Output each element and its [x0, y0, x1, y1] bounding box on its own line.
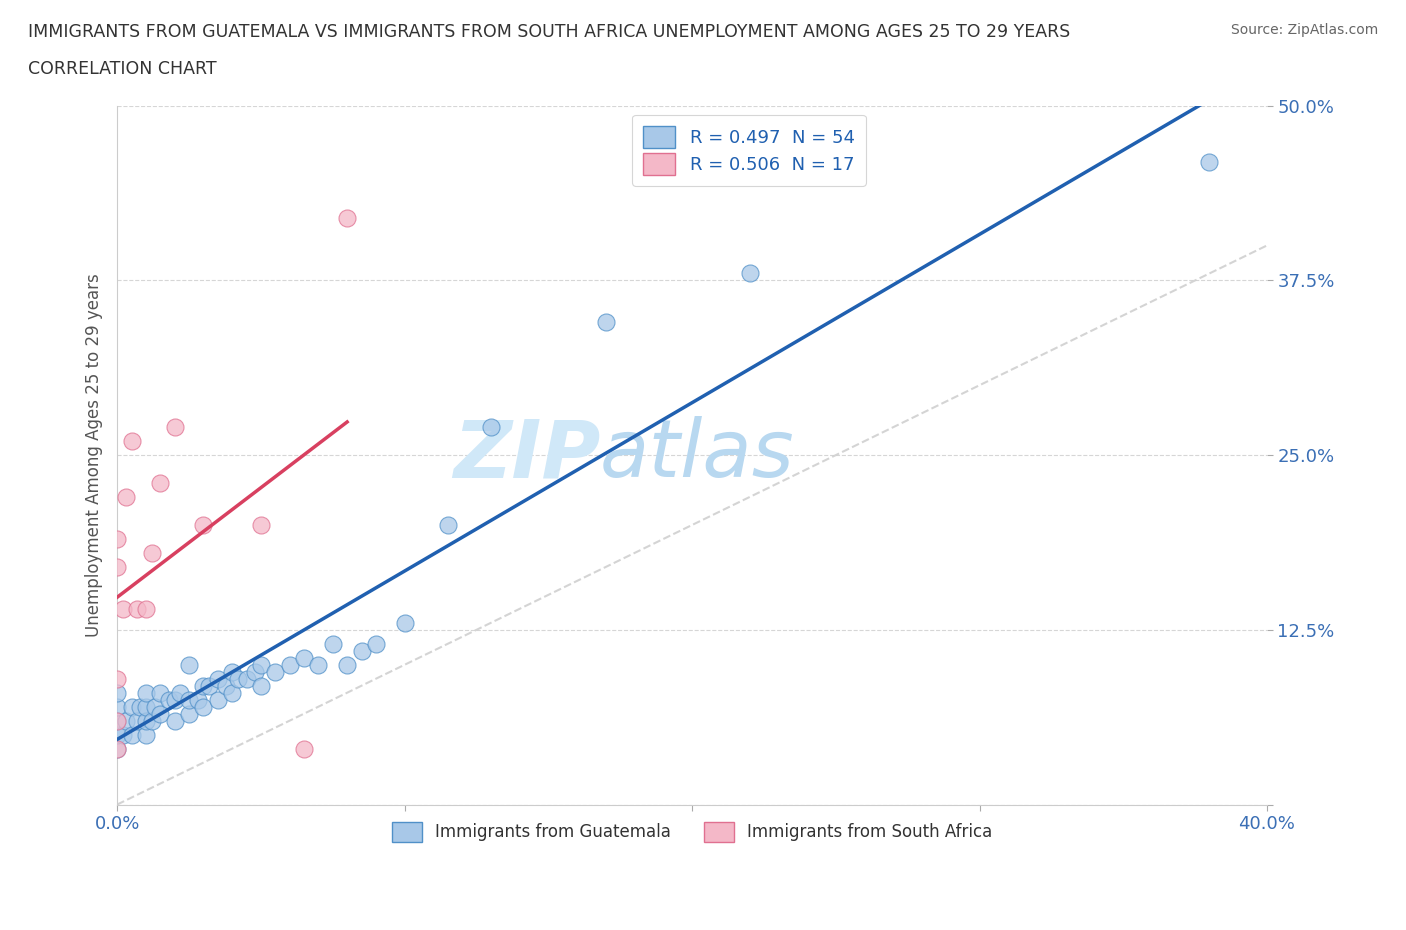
Point [264, 664, 287, 679]
Point [149, 475, 172, 490]
Point [243, 664, 266, 679]
Point [322, 636, 344, 651]
Point [595, 315, 617, 330]
Point [105, 532, 128, 547]
Point [292, 741, 315, 756]
Point [149, 706, 172, 721]
Point [350, 644, 373, 658]
Point [436, 518, 458, 533]
Point [187, 692, 209, 707]
Point [177, 692, 200, 707]
Point [135, 685, 157, 700]
Point [111, 602, 134, 617]
Point [105, 560, 128, 575]
Point [250, 658, 273, 672]
Point [135, 713, 157, 728]
Point [193, 518, 215, 533]
Point [105, 713, 128, 728]
Point [292, 650, 315, 665]
Point [193, 678, 215, 693]
Text: IMMIGRANTS FROM GUATEMALA VS IMMIGRANTS FROM SOUTH AFRICA UNEMPLOYMENT AMONG AGE: IMMIGRANTS FROM GUATEMALA VS IMMIGRANTS … [28, 23, 1070, 41]
Text: CORRELATION CHART: CORRELATION CHART [28, 60, 217, 78]
Point [114, 713, 136, 728]
Point [149, 685, 172, 700]
Point [207, 671, 229, 686]
Point [479, 419, 502, 434]
Point [127, 602, 149, 617]
Point [163, 419, 186, 434]
Point [121, 727, 143, 742]
Point [105, 727, 128, 742]
Point [111, 727, 134, 742]
Point [215, 678, 238, 693]
Point [105, 699, 128, 714]
Text: Source: ZipAtlas.com: Source: ZipAtlas.com [1230, 23, 1378, 37]
Point [738, 266, 761, 281]
Text: ZIP: ZIP [453, 416, 600, 494]
Point [250, 678, 273, 693]
Point [169, 685, 191, 700]
Point [127, 713, 149, 728]
Text: atlas: atlas [600, 416, 794, 494]
Point [250, 518, 273, 533]
Y-axis label: Unemployment Among Ages 25 to 29 years: Unemployment Among Ages 25 to 29 years [86, 273, 103, 637]
Legend: Immigrants from Guatemala, Immigrants from South Africa: Immigrants from Guatemala, Immigrants fr… [385, 815, 1000, 848]
Point [177, 658, 200, 672]
Point [157, 692, 180, 707]
Point [141, 546, 163, 561]
Point [235, 671, 257, 686]
Point [105, 741, 128, 756]
Point [193, 699, 215, 714]
Point [135, 602, 157, 617]
Point [207, 692, 229, 707]
Point [105, 741, 128, 756]
Point [221, 685, 243, 700]
Point [394, 616, 416, 631]
Point [364, 636, 387, 651]
Point [121, 699, 143, 714]
Point [336, 210, 359, 225]
Point [114, 489, 136, 504]
Point [226, 671, 249, 686]
Point [141, 713, 163, 728]
Point [121, 433, 143, 448]
Point [221, 664, 243, 679]
Point [105, 685, 128, 700]
Point [143, 699, 166, 714]
Point [105, 671, 128, 686]
Point [163, 692, 186, 707]
Point [105, 713, 128, 728]
Point [177, 706, 200, 721]
Point [129, 699, 152, 714]
Point [135, 727, 157, 742]
Point [1198, 154, 1220, 169]
Point [163, 713, 186, 728]
Point [135, 699, 157, 714]
Point [278, 658, 301, 672]
Point [336, 658, 359, 672]
Point [307, 658, 329, 672]
Point [198, 678, 221, 693]
